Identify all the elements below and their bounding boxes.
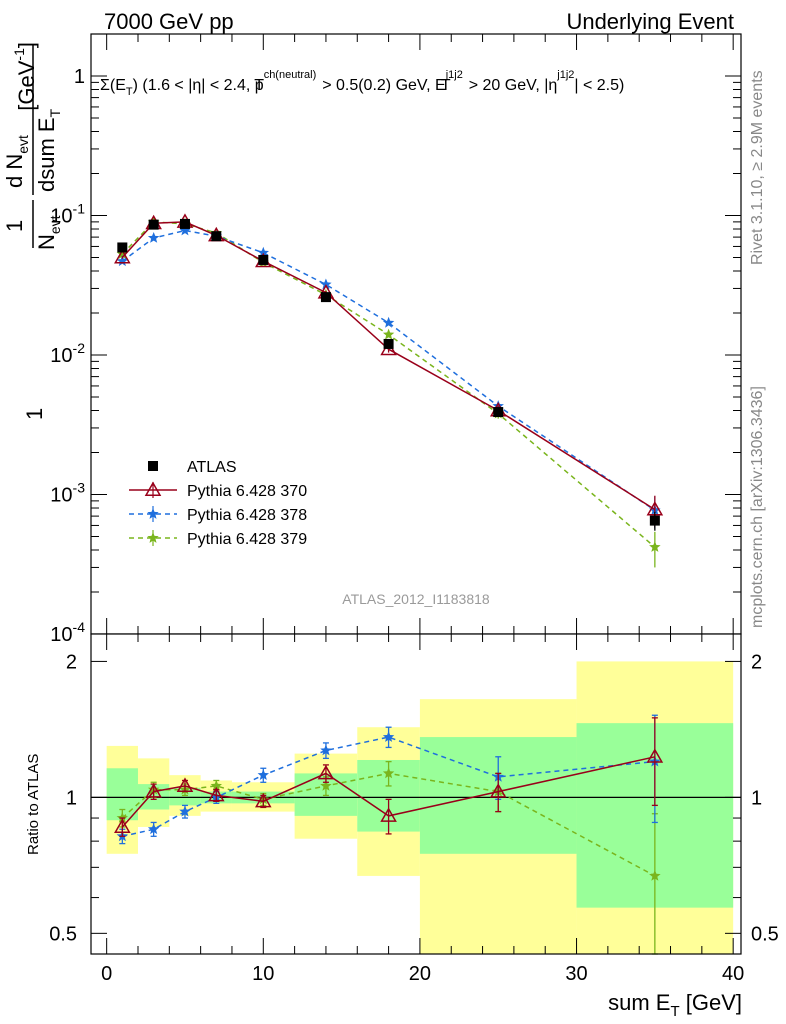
ratio-ytick-label-left: 1 <box>66 787 77 809</box>
svg-text:1: 1 <box>22 408 47 420</box>
main-title-text: Σ(ET) (1.6 < |η| < 2.4, pch(neutral) T > … <box>100 69 624 98</box>
main-ytick-label: 1 <box>74 66 85 88</box>
ratio-panel <box>91 634 741 954</box>
main-ytick-label: 10-3 <box>50 479 85 506</box>
ratio-axes-layer: 0.5 0.51 12 20 10 20 30 40 <box>49 633 779 985</box>
ratio-point-1-2 <box>179 805 191 817</box>
ylabel-nevt: Nevt <box>34 215 63 250</box>
side-text-bottom: mcplots.cern.ch [arXiv:1306.3436] <box>749 386 766 628</box>
main-point-1-0 <box>114 248 131 264</box>
legend-label-3: Pythia 6.428 379 <box>187 531 307 548</box>
ratio-point-2-8 <box>649 869 661 881</box>
ratio-point-0-6 <box>380 807 397 822</box>
ratio-point-1-6 <box>382 731 395 742</box>
legend-marker-1 <box>144 481 162 496</box>
ratio-point-0-3 <box>208 786 225 802</box>
legend-entry-1: Pythia 6.428 370 <box>129 481 307 500</box>
main-point-2-4 <box>257 246 269 258</box>
legend-entry-0: ATLAS <box>148 459 237 476</box>
main-point-0-1 <box>148 219 159 230</box>
x-tick-label: 30 <box>565 963 587 985</box>
ratio-ytick-label-right: 2 <box>751 651 762 673</box>
ylabel-unit: [GeV-1] <box>11 42 39 111</box>
main-point-0-2 <box>179 218 190 229</box>
x-tick-label: 0 <box>101 963 112 985</box>
header-right: Underlying Event <box>566 9 734 34</box>
main-axes-layer: 1 10-1 10-2 10-3 10-4 <box>50 33 742 646</box>
main-point-0-5 <box>320 292 331 303</box>
main-panel <box>91 34 741 634</box>
ratio-point-1-1 <box>147 823 160 835</box>
main-ylabel-formula: 1 Nevt d Nevt dsum ET [GeV-1] <box>2 42 63 250</box>
main-title: Σ(ET) (1.6 < |η| < 2.4, pch(neutral) T > … <box>100 69 624 98</box>
side-text-top: Rivet 3.1.10, ≥ 2.9M events <box>749 70 766 265</box>
main-series-layer <box>114 213 664 568</box>
ratio-point-0-0 <box>114 818 131 833</box>
main-point-3-6 <box>382 328 395 340</box>
main-ytick-label: 10-2 <box>50 340 85 367</box>
ratio-point-0-7 <box>489 783 507 798</box>
x-axis-label: sum ET [GeV] <box>608 990 742 1020</box>
main-line-2 <box>121 229 656 511</box>
ratio-point-0-2 <box>176 777 194 792</box>
x-tick-label: 40 <box>722 963 744 985</box>
main-point-3-8 <box>649 541 661 552</box>
legend-label-1: Pythia 6.428 370 <box>187 483 307 500</box>
legend-label-2: Pythia 6.428 378 <box>187 507 307 524</box>
main-point-2-2 <box>179 224 191 236</box>
x-tick-label: 20 <box>409 963 431 985</box>
ratio-point-0-1 <box>145 783 162 798</box>
main-ylabel: 1 <box>22 408 47 420</box>
main-point-2-5 <box>320 278 332 290</box>
main-point-2-6 <box>382 316 395 328</box>
main-ytick-label: 10-1 <box>50 200 85 227</box>
main-point-2-1 <box>147 232 160 243</box>
legend: ATLAS Pythia 6.428 370 Pythia 6.428 378 Pyt… <box>129 459 307 548</box>
legend-entry-3: Pythia 6.428 379 <box>129 530 307 548</box>
main-point-0-7 <box>493 407 504 418</box>
ylabel-dn: d Nevt <box>2 135 31 188</box>
legend-marker-3 <box>147 532 159 543</box>
main-frame-fill <box>91 34 741 634</box>
analysis-watermark: ATLAS_2012_I1183818 <box>342 591 490 607</box>
ratio-point-0-4 <box>254 792 272 808</box>
ratio-series-0 <box>114 717 664 837</box>
x-tick-label: 10 <box>252 963 274 985</box>
main-point-0-0 <box>117 242 128 253</box>
legend-marker-0 <box>148 461 158 471</box>
ratio-point-2-5 <box>320 779 332 791</box>
ylabel-dsum: dsum ET <box>34 108 63 192</box>
main-point-0-6 <box>383 338 394 349</box>
ratio-point-0-8 <box>646 748 664 763</box>
ylabel-one: 1 <box>2 220 27 232</box>
main-series-0 <box>117 218 660 531</box>
ratio-series-layer <box>114 714 664 955</box>
ratio-ytick-label-right: 1 <box>751 787 762 809</box>
legend-marker-2 <box>147 508 159 519</box>
ratio-ytick-label-right: 0.5 <box>751 923 779 945</box>
ratio-point-1-5 <box>320 744 332 756</box>
ratio-band-inner-2 <box>169 787 201 806</box>
ratio-ytick-label-left: 2 <box>66 651 77 673</box>
main-point-0-4 <box>258 254 269 265</box>
main-point-0-8 <box>649 515 660 526</box>
ratio-ytick-label-left: 0.5 <box>49 923 77 945</box>
main-point-0-3 <box>211 231 222 242</box>
ratio-frame <box>90 633 742 955</box>
ratio-point-0-5 <box>317 764 335 780</box>
main-ytick-label: 10-4 <box>50 619 85 646</box>
ratio-point-2-6 <box>382 767 395 779</box>
legend-entry-2: Pythia 6.428 378 <box>129 506 307 524</box>
ratio-point-1-4 <box>257 769 269 780</box>
legend-label-0: ATLAS <box>187 459 237 476</box>
ratio-ylabel: Ratio to ATLAS <box>25 754 42 855</box>
ratio-point-2-3 <box>210 779 222 791</box>
header-left: 7000 GeV pp <box>104 9 234 34</box>
